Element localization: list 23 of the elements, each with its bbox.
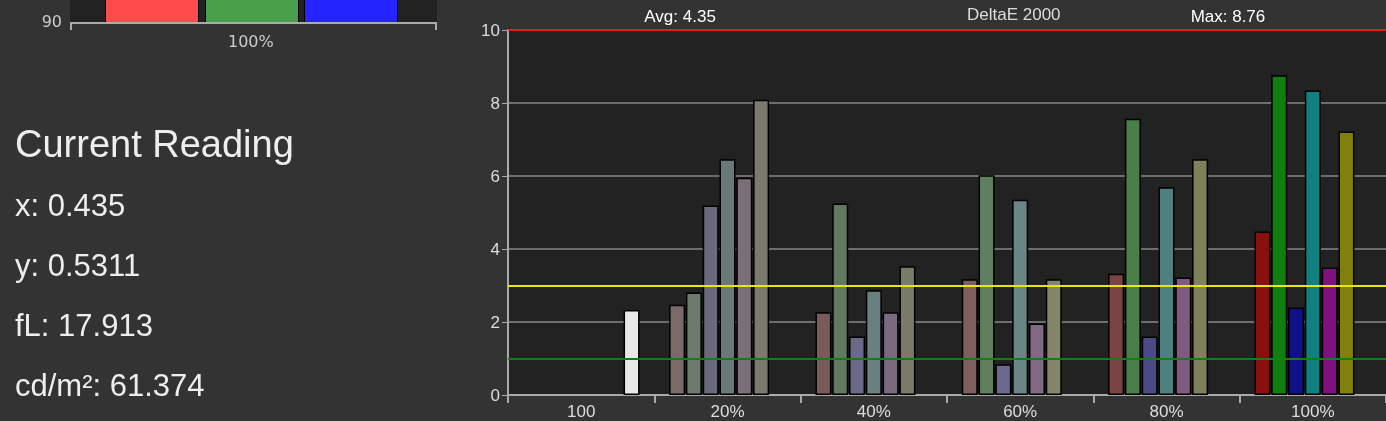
text: x: 0.435 [15, 187, 127, 225]
x-tick-label: 60% [1003, 402, 1038, 421]
text: 100% [228, 32, 274, 51]
text: cd/m²: 61.374 [15, 367, 206, 405]
x-tick-label: 40% [856, 402, 891, 421]
y-tick-label: 6 [490, 166, 500, 186]
y-tick-label: 8 [490, 93, 500, 113]
bar [623, 309, 640, 395]
x-tick-label: 100% [1291, 402, 1335, 421]
x-tick-label: 80% [1149, 402, 1184, 421]
y-tick-label: 10 [481, 20, 500, 40]
x-tick-label: 20% [710, 402, 745, 421]
text: Max: 8.76 [1190, 7, 1266, 26]
y-tick-label: 2 [490, 312, 500, 332]
x-tick-label: 100 [566, 402, 596, 421]
text: fL: 17.913 [15, 307, 154, 345]
chart-title: DeltaE 2000 [966, 5, 1061, 24]
text: Avg: 4.35 [644, 7, 716, 26]
text: Current Reading [15, 122, 295, 167]
text: y: 0.5311 [15, 247, 142, 285]
y-tick-label: 0 [490, 385, 500, 405]
text: 90 [41, 12, 62, 31]
y-tick-label: 4 [490, 239, 500, 259]
